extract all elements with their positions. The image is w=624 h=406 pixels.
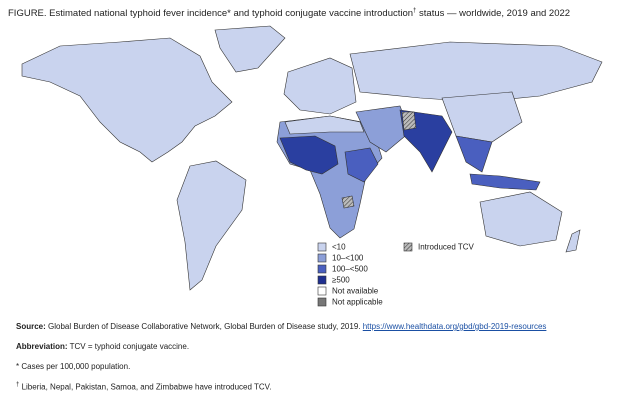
new-zealand [565, 229, 581, 253]
legend-label: <10 [332, 243, 346, 252]
east-africa [344, 147, 379, 183]
indonesia [469, 173, 541, 191]
middle-east [355, 105, 411, 153]
source-link[interactable]: https://www.healthdata.org/gbd/gbd-2019-… [362, 322, 547, 331]
map: <10 10–<100 100–<500 ≥500 Not available Not a… [21, 25, 603, 307]
figure-title: FIGURE. Estimated national typhoid fever… [8, 8, 570, 19]
southeast-asia [455, 135, 493, 173]
legend-swatch [317, 264, 327, 274]
zimbabwe [341, 195, 355, 209]
europe [283, 57, 357, 115]
abbreviation-note: Abbreviation: TCV = typhoid conjugate va… [16, 342, 189, 351]
legend-label: ≥500 [332, 276, 350, 285]
north-africa [284, 115, 365, 135]
legend-swatch [317, 253, 327, 263]
title-text: FIGURE. Estimated national typhoid fever… [8, 8, 414, 20]
greenland [214, 25, 286, 73]
legend-swatch [317, 286, 327, 296]
pakistan [401, 111, 417, 131]
footnote: † Liberia, Nepal, Pakistan, Samoa, and Z… [16, 382, 272, 392]
legend-swatch [317, 275, 327, 285]
legend-label: Introduced TCV [418, 243, 475, 252]
russia [349, 41, 603, 103]
australia [479, 191, 563, 247]
west-africa [279, 135, 339, 175]
note-text: Liberia, Nepal, Pakistan, Samoa, and Zim… [21, 382, 272, 392]
note-text: TCV = typhoid conjugate vaccine. [69, 342, 190, 351]
footnote-mark: † [16, 382, 20, 388]
note-text: * Cases per 100,000 population. [16, 362, 131, 371]
title-mark: † [413, 8, 417, 14]
legend-label: 100–<500 [332, 265, 368, 274]
legend-swatch [403, 242, 413, 252]
note-label: Abbreviation: [16, 342, 68, 351]
countries [21, 25, 603, 291]
title-text: status — worldwide, 2019 and 2022 [419, 8, 571, 20]
legend-label: Not applicable [332, 298, 383, 307]
legend-swatch [317, 297, 327, 307]
source-note: Source: Global Burden of Disease Collabo… [16, 322, 546, 331]
legend-label: Not available [332, 287, 379, 296]
note-text: Global Burden of Disease Collaborative N… [48, 322, 361, 331]
south-america [176, 160, 247, 291]
china [441, 91, 523, 143]
footnote: * Cases per 100,000 population. [16, 362, 130, 371]
note-label: Source: [16, 322, 46, 331]
north-america [21, 37, 233, 163]
legend-swatch [317, 242, 327, 252]
legend-label: 10–<100 [332, 254, 364, 263]
legend: <10 10–<100 100–<500 ≥500 Not available Not a… [317, 242, 475, 307]
